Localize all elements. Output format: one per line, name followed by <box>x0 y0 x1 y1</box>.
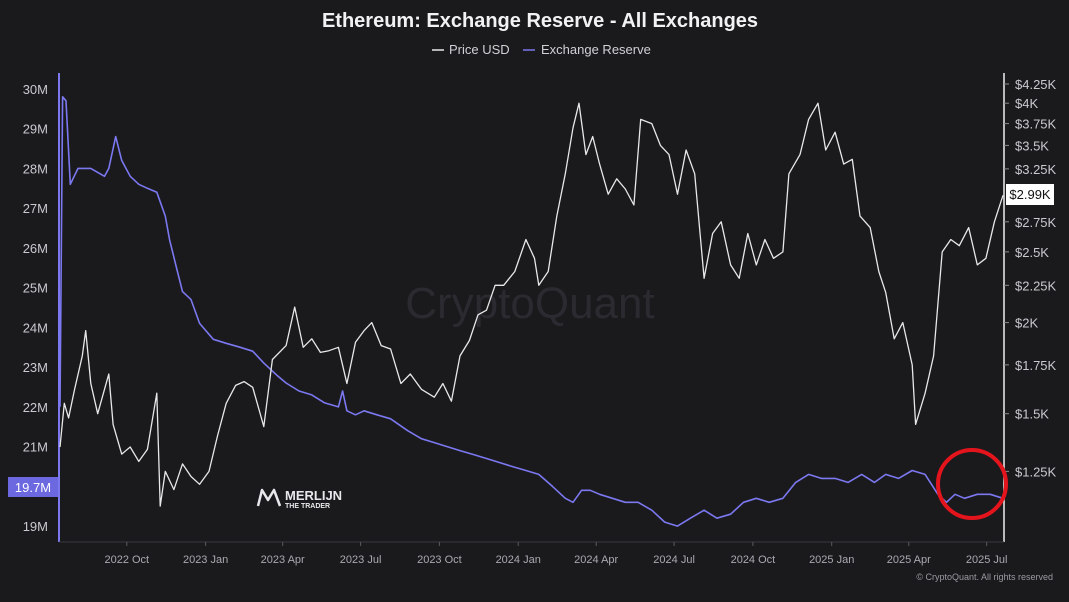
right-badge-text: $2.99K <box>1009 187 1051 202</box>
left-tick-label: 23M <box>23 360 48 375</box>
exchange-reserve-line <box>59 96 1004 527</box>
legend-reserve-label[interactable]: Exchange Reserve <box>541 42 651 57</box>
left-badge-text: 19.7M <box>15 480 51 495</box>
x-tick-label: 2023 Apr <box>261 554 305 566</box>
right-axis-ticks: $4.25K $4K $3.75K $3.5K $3.25K $2.75K $2.5K $2.… <box>1004 77 1057 479</box>
right-tick-label: $4.25K <box>1015 77 1057 92</box>
series-layer <box>59 96 1004 527</box>
merlijn-logo: MERLIJN THE TRADER <box>256 488 342 510</box>
left-tick-label: 28M <box>23 161 48 176</box>
right-tick-label: $3.75K <box>1015 117 1057 132</box>
logo-mark-icon <box>256 488 282 507</box>
right-tick-label: $2.5K <box>1015 245 1049 260</box>
x-tick-label: 2023 Jan <box>183 554 228 566</box>
right-tick-label: $1.75K <box>1015 358 1057 373</box>
right-tick-label: $3.25K <box>1015 162 1057 177</box>
legend-price-label[interactable]: Price USD <box>449 42 510 57</box>
x-tick-label: 2025 Apr <box>887 554 931 566</box>
x-tick-label: 2024 Oct <box>731 554 776 566</box>
left-tick-label: 22M <box>23 400 48 415</box>
x-tick-label: 2025 Jul <box>966 554 1008 566</box>
left-badge-box <box>8 477 58 497</box>
chart-title: Ethereum: Exchange Reserve - All Exchang… <box>322 10 758 32</box>
x-tick-label: 2024 Jul <box>653 554 695 566</box>
right-badge-box <box>1006 184 1054 205</box>
x-tick-label: 2024 Apr <box>574 554 618 566</box>
right-tick-label: $2.25K <box>1015 278 1057 293</box>
left-tick-label: 30M <box>23 82 48 97</box>
right-tick-label: $3.5K <box>1015 138 1049 153</box>
price-usd-line <box>59 102 1004 507</box>
left-tick-label: 19M <box>23 519 48 534</box>
x-tick-label: 2023 Jul <box>340 554 382 566</box>
logo-line2: THE TRADER <box>285 503 330 510</box>
x-tick-label: 2022 Oct <box>104 554 149 566</box>
x-tick-label: 2023 Oct <box>417 554 462 566</box>
right-current-value-badge: $2.99K <box>1006 184 1054 205</box>
right-tick-label: $1.25K <box>1015 464 1057 479</box>
left-tick-label: 29M <box>23 122 48 137</box>
watermark-text: CryptoQuant <box>405 279 654 328</box>
legend[interactable]: Price USD Exchange Reserve <box>432 42 651 57</box>
left-current-value-badge: 19.7M <box>8 477 58 497</box>
left-tick-label: 26M <box>23 241 48 256</box>
x-axis-ticks: 2022 Oct 2023 Jan 2023 Apr 2023 Jul 2023 Oct… <box>104 542 1007 566</box>
right-tick-label: $2K <box>1015 316 1038 331</box>
highlight-circle <box>936 448 1008 520</box>
left-tick-label: 27M <box>23 201 48 216</box>
left-axis-ticks: 30M 29M 28M 27M 26M 25M 24M 23M 22M 21M 19M <box>23 82 48 534</box>
left-tick-label: 21M <box>23 440 48 455</box>
right-tick-label: $1.5K <box>1015 407 1049 422</box>
right-tick-label: $4K <box>1015 96 1038 111</box>
left-tick-label: 25M <box>23 281 48 296</box>
x-tick-label: 2024 Jan <box>496 554 541 566</box>
logo-line1: MERLIJN <box>285 488 342 503</box>
left-tick-label: 24M <box>23 320 48 335</box>
right-tick-label: $2.75K <box>1015 215 1057 230</box>
copyright-credit: © CryptoQuant. All rights reserved <box>916 572 1053 582</box>
x-tick-label: 2025 Jan <box>809 554 854 566</box>
